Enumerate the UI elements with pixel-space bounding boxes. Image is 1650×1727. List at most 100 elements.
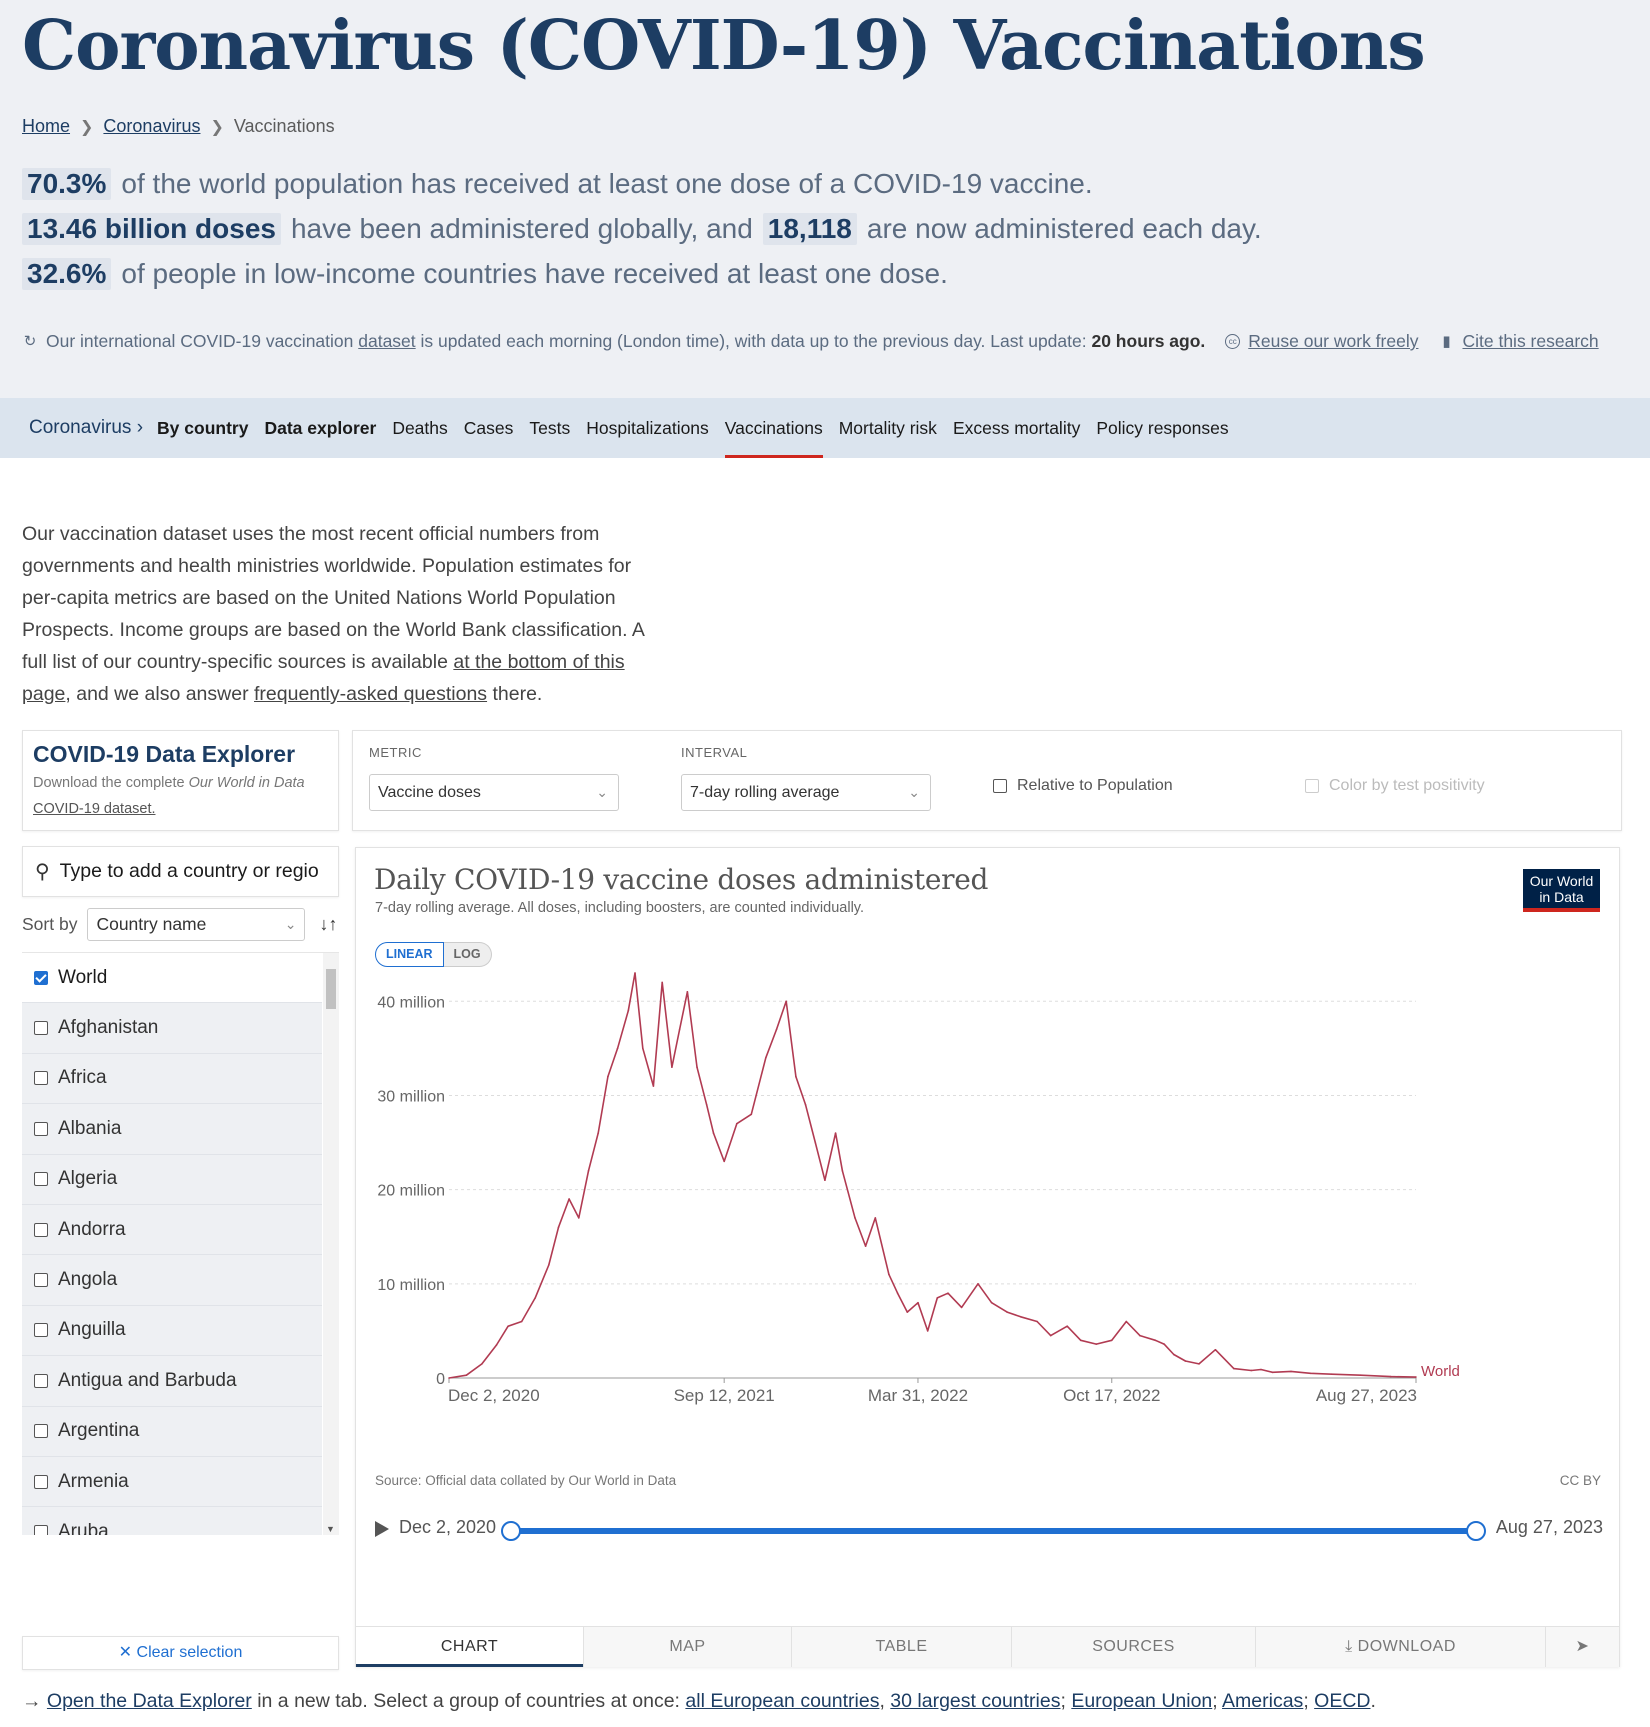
data-point: [1163, 1343, 1165, 1345]
tab-map[interactable]: MAP: [583, 1627, 791, 1667]
faq-link[interactable]: frequently-asked questions: [254, 683, 488, 705]
data-point: [1290, 1370, 1292, 1373]
subnav-data-explorer[interactable]: Data explorer: [264, 418, 377, 438]
data-point: [841, 1169, 844, 1172]
country-checkbox[interactable]: [34, 1071, 48, 1086]
sort-order-icon[interactable]: ↓↑: [319, 914, 338, 934]
country-row[interactable]: Antigua and Barbuda: [22, 1356, 322, 1407]
country-checkbox[interactable]: [34, 970, 48, 985]
group-link-europe[interactable]: all European countries: [685, 1690, 880, 1712]
country-checkbox[interactable]: [34, 1323, 48, 1338]
owid-logo[interactable]: Our World in Data: [1523, 869, 1600, 912]
data-point: [1172, 1353, 1175, 1356]
country-row[interactable]: Andorra: [22, 1204, 322, 1256]
country-checkbox[interactable]: [34, 1222, 48, 1237]
book-icon: ▮: [1442, 332, 1451, 350]
dataset-download-link[interactable]: COVID-19 dataset.: [33, 801, 156, 817]
country-row[interactable]: Anguilla: [22, 1305, 322, 1357]
subnav-policy-responses[interactable]: Policy responses: [1096, 418, 1229, 438]
share-button[interactable]: ➤: [1545, 1627, 1619, 1667]
footer-links: → Open the Data Explorer in a new tab. S…: [22, 1690, 1376, 1712]
data-point: [896, 1292, 899, 1295]
relative-to-population-checkbox[interactable]: Relative to Population: [993, 777, 1173, 795]
series-label-world[interactable]: World: [1421, 1363, 1460, 1380]
country-row[interactable]: Algeria: [22, 1154, 322, 1205]
subnav-hospitalizations[interactable]: Hospitalizations: [586, 418, 709, 438]
sources-link[interactable]: at the bottom of this page: [22, 651, 625, 705]
scale-linear-button[interactable]: LINEAR: [375, 942, 444, 967]
country-row[interactable]: Aruba: [22, 1507, 322, 1535]
series-line-world[interactable]: [448, 972, 1417, 1379]
breadcrumb-coronavirus[interactable]: Coronavirus: [103, 116, 201, 136]
country-checkbox[interactable]: [34, 1121, 48, 1136]
country-checkbox[interactable]: [34, 1172, 48, 1187]
country-row[interactable]: Africa: [22, 1053, 322, 1105]
sort-label: Sort by: [22, 914, 78, 934]
timeline-start-handle[interactable]: [501, 1521, 521, 1541]
country-search-input[interactable]: ⚲ Type to add a country or regio: [22, 846, 339, 897]
country-checkbox[interactable]: [34, 1021, 48, 1036]
scrollbar-thumb[interactable]: [326, 969, 336, 1009]
stat-line-low-income: 32.6% of people in low-income countries …: [22, 258, 948, 290]
group-link-oecd[interactable]: OECD: [1314, 1690, 1371, 1712]
tab-download[interactable]: ⤓ DOWNLOAD: [1255, 1627, 1545, 1667]
list-scrollbar[interactable]: ▼: [323, 953, 339, 1535]
subnav-deaths[interactable]: Deaths: [392, 418, 448, 438]
country-row[interactable]: Angola: [22, 1255, 322, 1306]
subnav-cases[interactable]: Cases: [463, 418, 514, 438]
data-point: [557, 1226, 560, 1229]
timeline-track[interactable]: [510, 1528, 1475, 1534]
data-point: [686, 991, 689, 993]
chart-license[interactable]: CC BY: [1559, 1473, 1601, 1488]
play-icon[interactable]: [375, 1521, 389, 1537]
group-link-eu[interactable]: European Union: [1071, 1690, 1213, 1712]
group-link-largest[interactable]: 30 largest countries: [890, 1690, 1061, 1712]
stat-text: are now administered each day.: [866, 213, 1262, 244]
subnav-mortality-risk[interactable]: Mortality risk: [838, 418, 937, 438]
reuse-link[interactable]: Reuse our work freely: [1248, 331, 1419, 351]
country-checkbox[interactable]: [34, 1424, 48, 1439]
explorer-controls: METRIC Vaccine doses ⌄ INTERVAL 7-day ro…: [352, 730, 1622, 831]
country-row[interactable]: Armenia: [22, 1456, 322, 1508]
line-chart: 0 10 million 20 million 30 million 40 millio…: [377, 972, 1460, 1405]
checkbox-box[interactable]: [993, 779, 1007, 793]
breadcrumb-home[interactable]: Home: [22, 116, 71, 136]
topic-subnav: Coronavirus › By country Data explorer D…: [0, 398, 1650, 458]
country-row[interactable]: Afghanistan: [22, 1003, 322, 1054]
subnav-tests[interactable]: Tests: [529, 418, 571, 438]
subnav-excess-mortality[interactable]: Excess mortality: [952, 418, 1081, 438]
metric-select[interactable]: Vaccine doses ⌄: [369, 774, 619, 811]
intro-text: , and we also answer: [65, 683, 249, 705]
country-checkbox[interactable]: [34, 1474, 48, 1489]
country-checkbox[interactable]: [34, 1524, 48, 1535]
stat-line-doses: 13.46 billion doses have been administer…: [22, 213, 1262, 245]
subnav-by-country[interactable]: By country: [157, 418, 249, 438]
open-explorer-link[interactable]: Open the Data Explorer: [46, 1690, 252, 1712]
country-row[interactable]: World: [22, 953, 322, 1004]
tab-chart[interactable]: CHART: [356, 1627, 583, 1667]
subnav-root[interactable]: Coronavirus ›: [29, 417, 144, 438]
timeline-end-handle[interactable]: [1466, 1521, 1486, 1541]
tab-sources[interactable]: SOURCES: [1011, 1627, 1255, 1667]
sort-select[interactable]: Country name ⌄: [87, 908, 306, 941]
country-checkbox[interactable]: [34, 1273, 48, 1288]
data-point: [1390, 1375, 1392, 1378]
country-checkbox[interactable]: [34, 1373, 48, 1388]
data-point: [616, 1047, 619, 1050]
chart-title: Daily COVID-19 vaccine doses administere…: [374, 863, 989, 896]
country-name: Antigua and Barbuda: [58, 1369, 237, 1391]
data-point: [874, 1217, 877, 1219]
data-point: [1036, 1320, 1038, 1323]
country-row[interactable]: Albania: [22, 1104, 322, 1155]
group-link-americas[interactable]: Americas: [1222, 1690, 1304, 1712]
subnav-vaccinations[interactable]: Vaccinations: [724, 398, 823, 458]
scale-log-button[interactable]: LOG: [443, 942, 492, 967]
dataset-link[interactable]: dataset: [358, 331, 416, 351]
country-name: Armenia: [58, 1470, 129, 1492]
country-row[interactable]: Argentina: [22, 1406, 322, 1457]
tab-table[interactable]: TABLE: [791, 1627, 1011, 1667]
cite-link[interactable]: Cite this research: [1462, 331, 1599, 351]
clear-selection-button[interactable]: ✕ Clear selection: [22, 1636, 339, 1670]
interval-select[interactable]: 7-day rolling average ⌄: [681, 774, 931, 811]
scroll-down-icon[interactable]: ▼: [326, 1524, 335, 1534]
